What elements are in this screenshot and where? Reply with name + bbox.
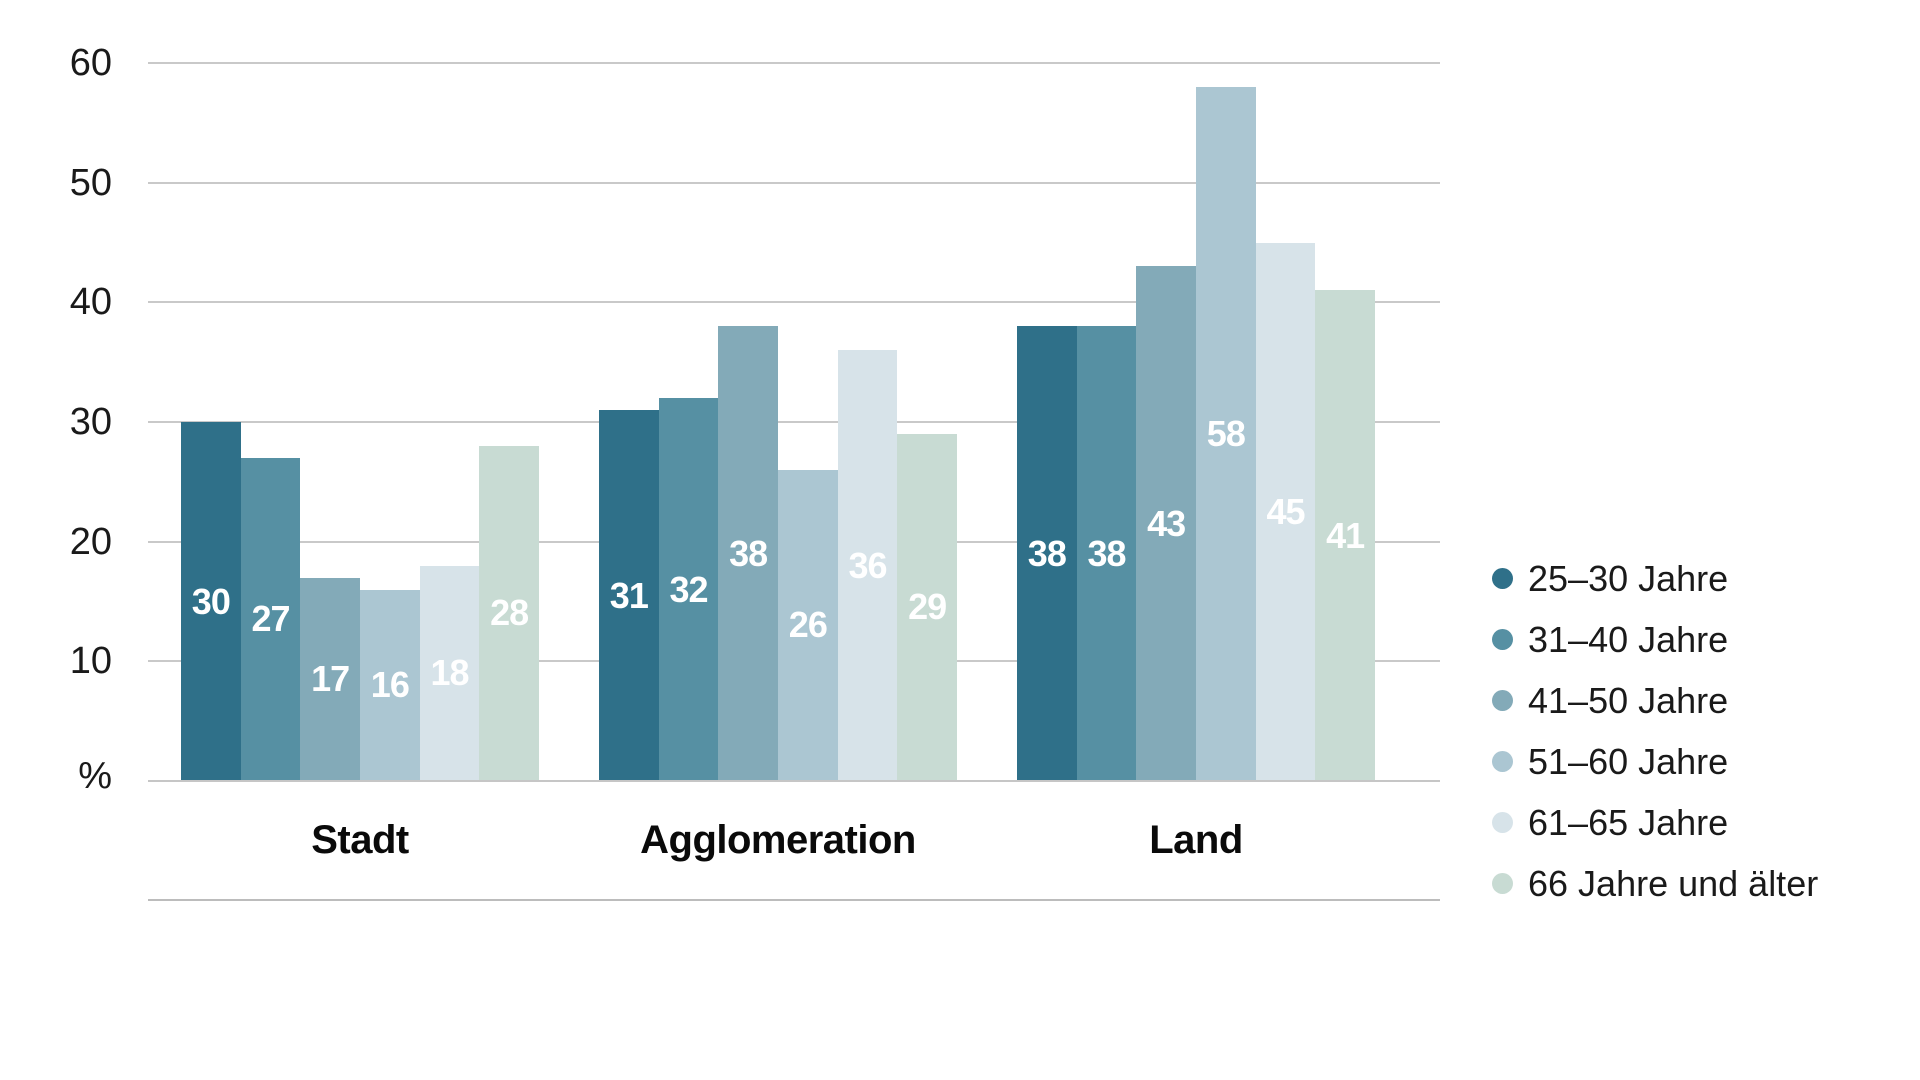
gridline [148,181,1440,184]
legend-dot-icon [1492,629,1513,650]
bar: 36 [837,350,898,781]
bar: 27 [240,457,301,781]
gridline [148,301,1440,304]
legend-item: 25–30 Jahre [1492,548,1818,609]
bar: 29 [897,433,957,781]
y-axis-unit-label: % [78,755,112,797]
bar-value-label: 58 [1206,412,1246,454]
y-axis-tick-label: 30 [69,401,112,443]
bar-value-label: 41 [1326,514,1365,556]
bar: 31 [599,410,659,781]
legend-label: 61–65 Jahre [1528,801,1729,843]
gridline [148,62,1440,64]
bar: 26 [778,469,838,781]
bar: 16 [360,589,420,781]
gridline [148,421,1440,423]
bar: 30 [181,422,241,781]
bar: 58 [1196,86,1256,781]
legend-item: 31–40 Jahre [1492,609,1818,670]
bar-value-label: 36 [848,544,887,586]
legend-label: 31–40 Jahre [1528,618,1729,660]
bar-value-label: 27 [251,598,290,640]
bar-value-label: 30 [191,580,231,622]
legend-dot-icon [1492,873,1513,894]
legend-label: 66 Jahre und älter [1528,862,1819,904]
bar: 32 [658,398,719,781]
legend: 25–30 Jahre 31–40 Jahre 41–50 Jahre 51–60 J… [1492,548,1818,914]
bar-value-label: 38 [1087,532,1126,574]
y-axis-tick-label: 50 [69,161,112,204]
legend-item: 51–60 Jahre [1492,731,1818,792]
bar: 28 [479,445,539,781]
legend-dot-icon [1492,751,1513,772]
bar-value-label: 26 [788,604,828,646]
bottom-separator-line [148,899,1440,901]
bar-value-label: 38 [729,532,768,574]
legend-dot-icon [1492,812,1513,833]
legend-item: 41–50 Jahre [1492,670,1818,731]
bar-value-label: 31 [609,574,649,616]
bar-value-label: 17 [311,658,350,700]
legend-label: 41–50 Jahre [1528,679,1729,721]
y-axis-tick-label: 60 [69,42,112,84]
y-axis-tick-label: 40 [69,281,112,324]
bar: 43 [1136,266,1196,781]
legend-label: 51–60 Jahre [1528,740,1729,782]
y-axis-tick-label: 20 [69,520,112,563]
category-label: Land [1149,818,1243,862]
x-axis-baseline [148,780,1440,782]
bar-value-label: 29 [908,586,947,628]
bar: 45 [1255,242,1316,781]
legend-label: 25–30 Jahre [1528,557,1729,599]
bar-value-label: 38 [1027,532,1067,574]
bar-value-label: 45 [1266,490,1305,532]
bar-value-label: 16 [370,664,410,706]
legend-item: 66 Jahre und älter [1492,853,1818,914]
bar: 38 [1076,326,1137,781]
bar: 41 [1315,290,1375,781]
bar-value-label: 18 [430,652,469,694]
bar-value-label: 43 [1147,502,1186,544]
bar-value-label: 32 [669,568,708,610]
category-label: Agglomeration [640,818,916,862]
bar-value-label: 28 [490,592,529,634]
legend-item: 61–65 Jahre [1492,792,1818,853]
bar: 17 [300,577,360,781]
bar: 18 [419,565,480,781]
legend-dot-icon [1492,568,1513,589]
bar: 38 [718,326,778,781]
y-axis-tick-label: 10 [69,640,112,683]
bar: 38 [1017,326,1077,781]
category-label: Stadt [311,818,409,862]
legend-dot-icon [1492,690,1513,711]
